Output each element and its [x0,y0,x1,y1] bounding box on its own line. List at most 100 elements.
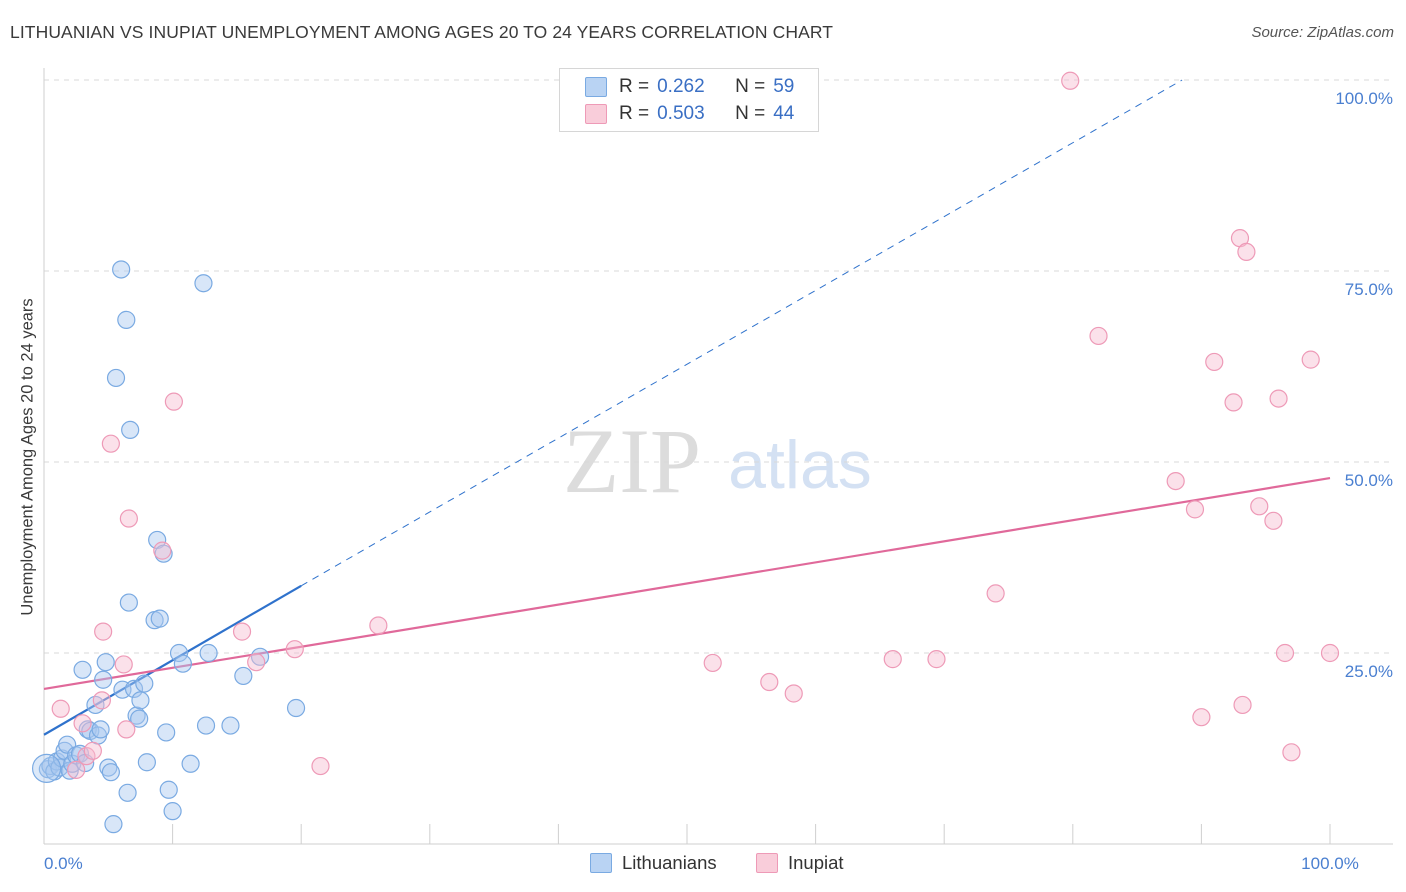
bottom-legend-label-inupiat: Inupiat [788,852,844,873]
legend-row-inupiat: R = 0.503 N = 44 [560,101,794,127]
point-inupiat-9 [117,720,136,739]
legend-swatch-lithuanians [585,77,607,97]
y-tick-label-0: 25.0% [1345,662,1393,681]
point-lithuanians-27 [117,310,136,329]
grid-layer [44,79,1393,654]
watermark-zip: ZIP [563,410,701,512]
source-label: Source: ZipAtlas.com [1251,24,1394,41]
point-lithuanians-32 [127,706,146,725]
point-lithuanians-28 [118,783,137,802]
legend-row-lithuanians: R = 0.262 N = 59 [560,74,794,100]
point-inupiat-24 [1061,71,1080,90]
trend-extension-lithuanians [300,79,1183,587]
bottom-legend-swatch-inupiat [756,853,778,873]
point-lithuanians-44 [169,643,189,663]
point-inupiat-23 [986,584,1005,603]
point-lithuanians-40 [154,544,173,563]
point-inupiat-26 [1166,472,1185,491]
point-inupiat-35 [1264,511,1283,530]
point-inupiat-36 [1269,389,1288,408]
legend-n-label: N = [735,103,766,124]
points-layer [31,71,1340,834]
x-tick-label-0: 0.0% [44,854,83,873]
point-inupiat-32 [1233,695,1252,715]
point-inupiat-18 [703,653,722,673]
point-lithuanians-47 [194,274,213,293]
point-inupiat-14 [247,653,266,672]
point-lithuanians-31 [124,679,144,699]
point-lithuanians-51 [234,666,253,686]
point-lithuanians-18 [91,720,110,739]
point-inupiat-27 [1185,500,1205,519]
point-inupiat-37 [1275,643,1295,663]
legend-r-value-lithuanians: 0.262 [657,76,705,97]
point-inupiat-5 [92,691,111,710]
bottom-legend-label-lithuanians: Lithuanians [622,852,717,873]
watermark: ZIP atlas [563,410,872,512]
point-inupiat-17 [369,616,388,635]
point-lithuanians-20 [96,653,115,672]
point-inupiat-30 [1224,393,1243,412]
point-inupiat-33 [1237,242,1256,261]
point-lithuanians-30 [121,420,140,440]
point-lithuanians-39 [150,609,169,628]
y-tick-label-3: 100.0% [1335,89,1393,108]
point-inupiat-6 [94,622,113,641]
x-tick-label-1: 100.0% [1301,854,1359,873]
point-lithuanians-33 [130,709,149,728]
legend-r-label: R = [619,103,650,124]
bottom-legend-inupiat: Inupiat [756,852,844,874]
legend-n-value-lithuanians: 59 [773,76,795,97]
bottom-legend-lithuanians: Lithuanians [590,852,717,874]
point-inupiat-22 [927,650,946,669]
point-lithuanians-42 [159,780,178,799]
point-lithuanians-25 [112,260,131,279]
bottom-legend-swatch-lithuanians [590,853,612,873]
point-lithuanians-46 [181,754,200,773]
point-lithuanians-35 [135,674,154,693]
point-lithuanians-12 [73,660,92,679]
point-inupiat-20 [784,684,803,703]
legend-n-label: N = [735,76,766,97]
point-lithuanians-48 [196,716,216,735]
point-inupiat-15 [285,640,304,659]
point-inupiat-10 [119,509,138,528]
y-tick-label-1: 50.0% [1345,471,1393,490]
y-tick-label-2: 75.0% [1345,280,1393,299]
point-lithuanians-23 [104,815,123,834]
point-inupiat-7 [101,434,120,453]
point-inupiat-25 [1089,326,1108,346]
point-inupiat-40 [1320,643,1340,663]
legend: R = 0.262 N = 59 R = 0.503 N = 44 [559,68,819,132]
point-inupiat-4 [83,741,102,760]
point-inupiat-34 [1250,497,1269,516]
point-inupiat-12 [164,392,183,411]
trend-line-lithuanians [43,584,302,736]
axis-layer [43,68,1393,845]
point-lithuanians-45 [173,654,192,673]
point-lithuanians-41 [157,723,176,742]
point-inupiat-39 [1301,350,1320,369]
point-lithuanians-50 [221,716,240,735]
chart-title: LITHUANIAN VS INUPIAT UNEMPLOYMENT AMONG… [10,22,834,42]
point-inupiat-38 [1282,743,1301,762]
point-lithuanians-49 [199,643,218,663]
point-inupiat-13 [232,622,252,641]
point-lithuanians-34 [131,691,150,710]
point-inupiat-1 [67,760,86,779]
legend-r-value-inupiat: 0.503 [657,103,705,124]
point-inupiat-2 [73,714,92,733]
point-lithuanians-24 [106,368,126,388]
legend-r-label: R = [619,76,650,97]
point-lithuanians-36 [137,753,156,772]
point-inupiat-0 [51,699,70,718]
legend-n-value-inupiat: 44 [773,103,795,124]
point-lithuanians-29 [119,593,138,612]
point-inupiat-28 [1192,708,1211,727]
point-inupiat-29 [1205,352,1224,372]
point-lithuanians-22 [101,763,120,782]
point-inupiat-8 [114,655,133,674]
point-inupiat-21 [883,650,902,669]
point-inupiat-16 [311,756,330,776]
